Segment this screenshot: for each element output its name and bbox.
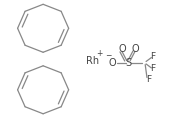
Text: −: − bbox=[106, 51, 112, 61]
Text: F: F bbox=[150, 64, 156, 73]
Text: Rh: Rh bbox=[86, 56, 99, 66]
Text: +: + bbox=[97, 49, 103, 58]
Text: F: F bbox=[146, 75, 151, 84]
Text: O: O bbox=[109, 58, 117, 68]
Text: O: O bbox=[131, 44, 139, 54]
Text: S: S bbox=[125, 58, 131, 68]
Text: F: F bbox=[150, 52, 156, 61]
Text: O: O bbox=[118, 44, 126, 54]
